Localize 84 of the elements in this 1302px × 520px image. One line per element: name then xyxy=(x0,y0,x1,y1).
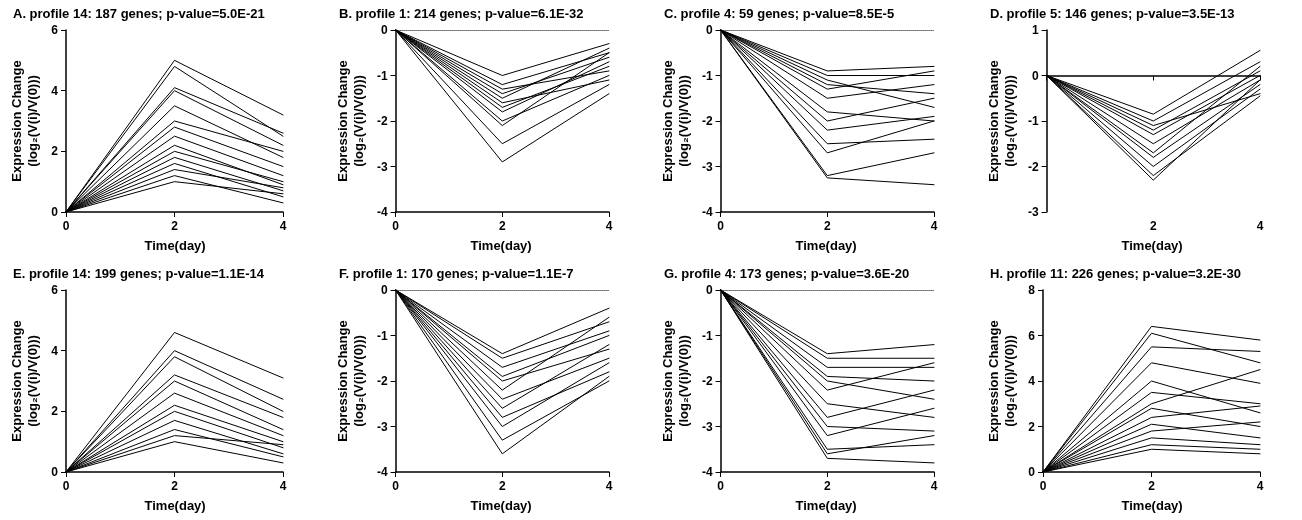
y-tick-label: 0 xyxy=(380,283,388,297)
x-tick-label: 0 xyxy=(391,479,399,493)
x-axis-title: Time(day) xyxy=(795,498,857,513)
chart-title: F. profile 1: 170 genes; p-value=1.1E-7 xyxy=(338,266,573,281)
x-tick-label: 2 xyxy=(171,219,179,233)
x-axis-title: Time(day) xyxy=(470,238,532,253)
x-axis-title: Time(day) xyxy=(144,498,206,513)
x-tick-label: 4 xyxy=(605,219,613,233)
y-tick-label: -3 xyxy=(701,419,713,434)
x-tick-label: 2 xyxy=(823,479,831,493)
y-tick-label: -1 xyxy=(701,68,713,83)
y-tick-label: -2 xyxy=(376,114,388,128)
y-tick-label: -1 xyxy=(1027,114,1039,128)
chart-title: B. profile 1: 214 genes; p-value=6.1E-32 xyxy=(338,6,584,21)
x-tick-label: 4 xyxy=(1256,479,1264,493)
y-tick-label: 4 xyxy=(1027,374,1035,388)
chart-title: E. profile 14: 199 genes; p-value=1.1E-14 xyxy=(13,266,265,281)
y-tick-label: 4 xyxy=(51,343,59,358)
chart-title: D. profile 5: 146 genes; p-value=3.5E-13 xyxy=(989,6,1235,21)
y-tick-label: 2 xyxy=(51,404,59,419)
y-tick-label: 8 xyxy=(1027,283,1035,297)
x-tick-label: 4 xyxy=(279,219,287,233)
y-axis-title: Expression Change (log₂(V(i)/V(0))) xyxy=(8,60,40,182)
x-axis-title: Time(day) xyxy=(795,238,857,253)
x-axis-title: Time(day) xyxy=(470,498,532,513)
x-tick-label: 4 xyxy=(930,479,938,493)
y-tick-label: -2 xyxy=(376,374,388,388)
x-tick-label: 2 xyxy=(498,479,506,493)
y-tick-label: 0 xyxy=(51,465,59,479)
y-tick-label: 0 xyxy=(705,23,713,37)
x-axis-title: Time(day) xyxy=(144,238,206,253)
x-tick-label: 2 xyxy=(1149,219,1157,233)
x-tick-label: 0 xyxy=(62,219,70,233)
x-tick-label: 4 xyxy=(1256,219,1264,233)
y-tick-label: -2 xyxy=(1027,159,1039,174)
x-tick-label: 4 xyxy=(279,479,287,493)
x-tick-label: 0 xyxy=(717,219,725,233)
y-tick-label: -3 xyxy=(701,159,713,174)
x-axis-title: Time(day) xyxy=(1121,238,1183,253)
y-tick-label: 6 xyxy=(51,23,59,37)
y-tick-label: -2 xyxy=(701,114,713,128)
y-tick-label: 0 xyxy=(705,283,713,297)
chart-title: A. profile 14: 187 genes; p-value=5.0E-21 xyxy=(13,6,265,21)
y-axis-title: Expression Change (log₂(V(i)/V(0))) xyxy=(334,320,365,442)
y-tick-label: 2 xyxy=(1027,419,1035,434)
x-tick-label: 4 xyxy=(605,479,613,493)
x-tick-label: 2 xyxy=(823,219,831,233)
x-tick-label: 2 xyxy=(171,479,179,493)
y-tick-label: 0 xyxy=(51,205,59,219)
y-axis-title: Expression Change (log₂(V(i)/V(0))) xyxy=(659,320,691,442)
y-axis-title: Expression Change (log₂(V(i)/V(0))) xyxy=(985,320,1016,442)
y-tick-label: -4 xyxy=(376,205,388,219)
x-axis-title: Time(day) xyxy=(1121,498,1183,513)
chart-title: H. profile 11: 226 genes; p-value=3.2E-30 xyxy=(989,266,1241,281)
chart-title: G. profile 4: 173 genes; p-value=3.6E-20 xyxy=(664,266,910,281)
y-tick-label: 2 xyxy=(51,144,59,159)
y-axis-title: Expression Change (log₂(V(i)/V(0))) xyxy=(334,60,365,182)
x-tick-label: 0 xyxy=(717,479,725,493)
chart-title: C. profile 4: 59 genes; p-value=8.5E-5 xyxy=(664,6,895,21)
x-tick-label: 0 xyxy=(391,219,399,233)
y-axis-title: Expression Change (log₂(V(i)/V(0))) xyxy=(985,60,1016,182)
x-tick-label: 2 xyxy=(498,219,506,233)
y-tick-label: 4 xyxy=(51,83,59,98)
y-tick-label: 6 xyxy=(1027,328,1035,343)
y-tick-label: -1 xyxy=(376,68,388,83)
y-tick-label: -4 xyxy=(701,465,713,479)
y-tick-label: -2 xyxy=(701,374,713,388)
x-tick-label: 4 xyxy=(930,219,938,233)
y-tick-label: -4 xyxy=(376,465,388,479)
y-tick-label: -3 xyxy=(1027,205,1039,219)
y-tick-label: 1 xyxy=(1031,23,1039,37)
y-axis-title: Expression Change (log₂(V(i)/V(0))) xyxy=(8,320,40,442)
x-tick-label: 2 xyxy=(1147,479,1155,493)
y-tick-label: 0 xyxy=(1031,68,1039,83)
y-tick-label: -1 xyxy=(701,328,713,343)
y-tick-label: 0 xyxy=(380,23,388,37)
y-tick-label: 6 xyxy=(51,283,59,297)
y-tick-label: -4 xyxy=(701,205,713,219)
y-axis-title: Expression Change (log₂(V(i)/V(0))) xyxy=(659,60,691,182)
y-tick-label: -3 xyxy=(376,159,388,174)
y-tick-label: 0 xyxy=(1027,465,1035,479)
x-tick-label: 0 xyxy=(62,479,70,493)
y-tick-label: -1 xyxy=(376,328,388,343)
y-tick-label: -3 xyxy=(376,419,388,434)
